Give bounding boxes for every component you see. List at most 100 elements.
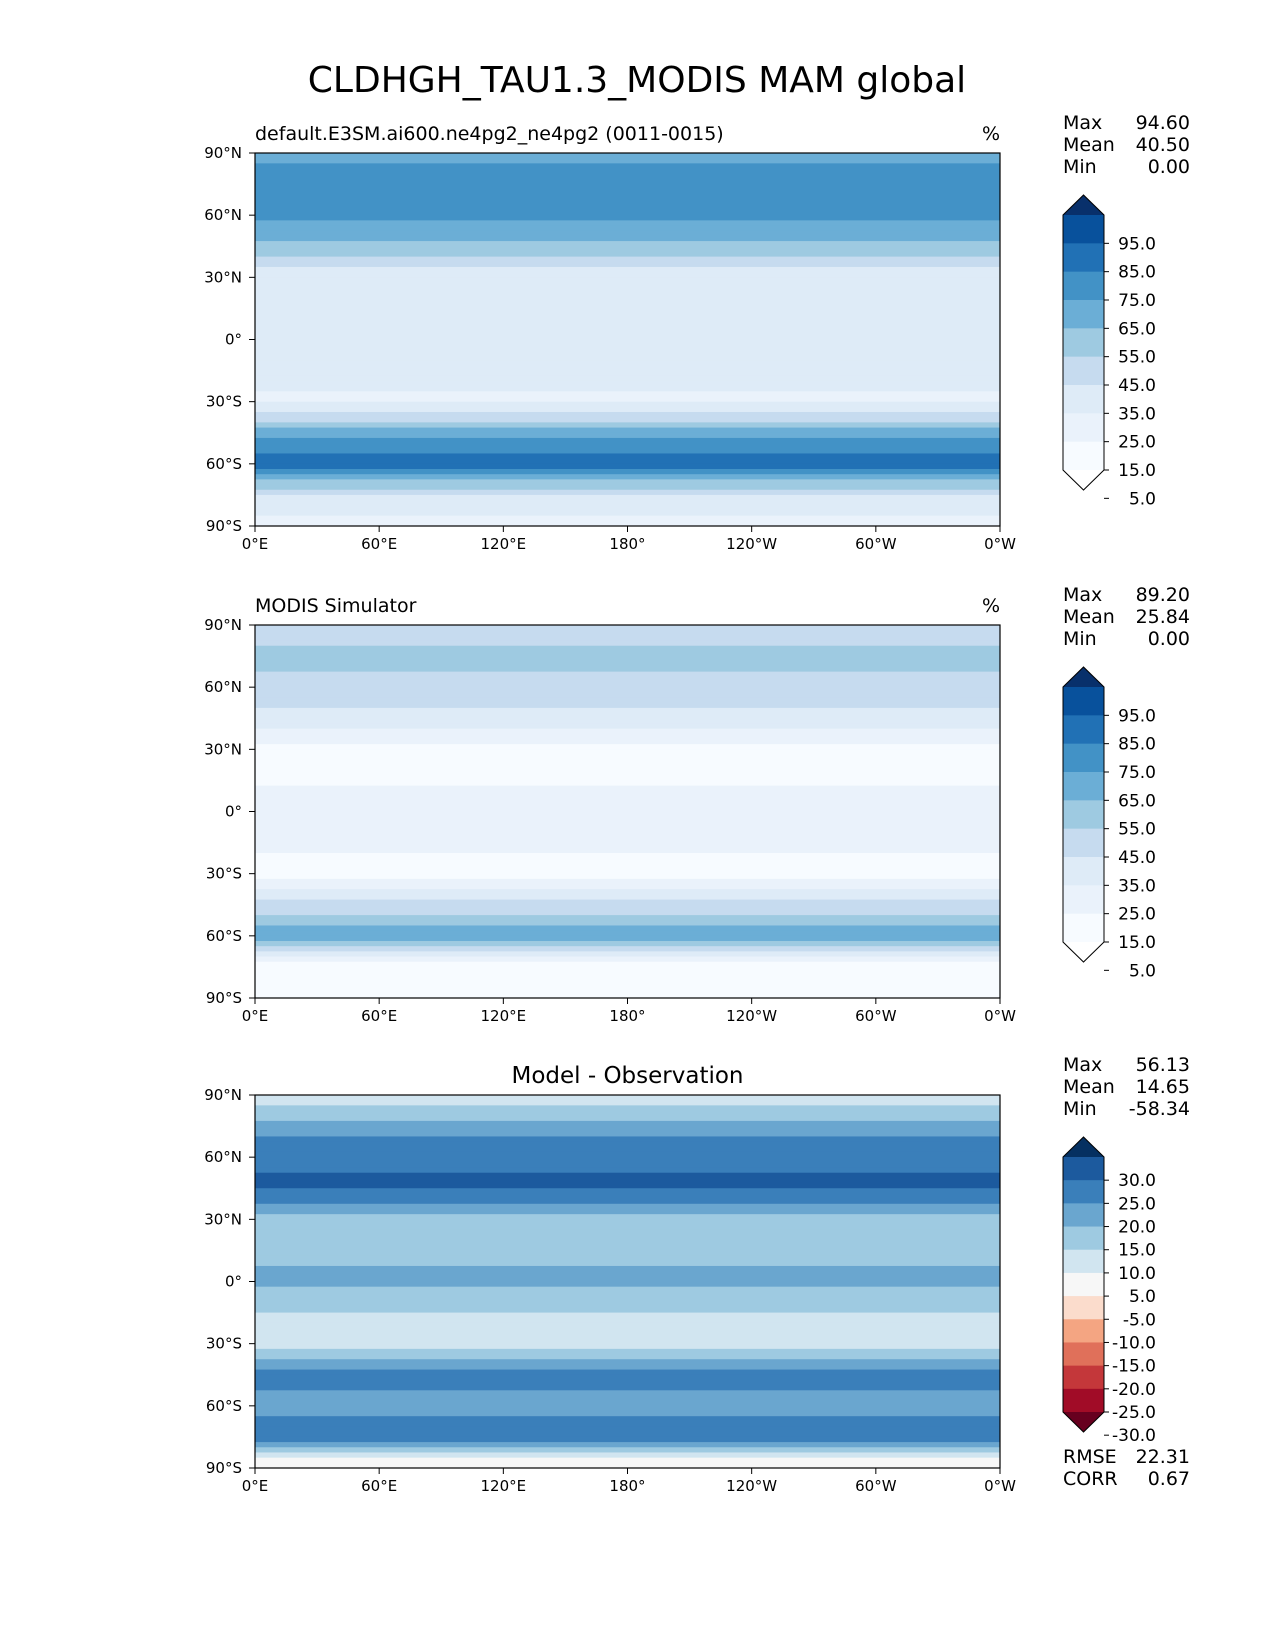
colorbar-segment [1063, 413, 1104, 443]
y-tick-label: 30°S [206, 865, 242, 883]
zonal-band [255, 1240, 1000, 1246]
zonal-band [255, 764, 1000, 771]
zonal-band [255, 687, 1000, 693]
colorbar-segment [1063, 356, 1104, 386]
x-tick-label: 180° [609, 1007, 645, 1025]
colorbar-label: -30.0 [1112, 1426, 1156, 1446]
colorbar-segment [1063, 215, 1104, 244]
zonal-band [255, 417, 1000, 423]
zonal-band [255, 915, 1000, 921]
zonal-band [255, 1338, 1000, 1345]
x-tick-label: 0°E [242, 1007, 269, 1025]
colorbar-label: 65.0 [1118, 319, 1156, 339]
colorbar-segment [1063, 271, 1104, 301]
zonal-band [255, 437, 1000, 444]
zonal-band [255, 215, 1000, 221]
zonal-band [255, 246, 1000, 253]
zonal-band [255, 1385, 1000, 1391]
zonal-band [255, 1322, 1000, 1329]
colorbar-segment [1063, 385, 1104, 414]
zonal-band [255, 707, 1000, 714]
zonal-band [255, 785, 1000, 792]
x-tick-label: 120°W [726, 1007, 777, 1025]
x-tick-label: 180° [609, 1477, 645, 1495]
zonal-band [255, 458, 1000, 465]
colorbar-label: 35.0 [1118, 876, 1156, 896]
zonal-band [255, 1245, 1000, 1252]
zonal-band [255, 1354, 1000, 1360]
zonal-band [255, 204, 1000, 211]
zonal-band [255, 987, 1000, 994]
stat-value: 25.84 [1136, 606, 1190, 628]
zonal-band [255, 401, 1000, 408]
zonal-band [255, 339, 1000, 346]
stat-label: Mean [1063, 606, 1115, 628]
zonal-band [255, 396, 1000, 403]
colorbar-label: 25.0 [1118, 905, 1156, 925]
colorbar-label: 85.0 [1118, 263, 1156, 283]
zonal-band [255, 676, 1000, 683]
zonal-band [255, 225, 1000, 232]
zonal-band [255, 1100, 1000, 1106]
stat-label: Mean [1063, 134, 1115, 156]
colorbar-label: 15.0 [1118, 933, 1156, 953]
zonal-band [255, 256, 1000, 263]
zonal-band [255, 189, 1000, 196]
zonal-band [255, 427, 1000, 434]
zonal-band [255, 251, 1000, 258]
zonal-band [255, 370, 1000, 377]
zonal-band [255, 1115, 1000, 1122]
stat-value: 0.00 [1148, 156, 1190, 178]
zonal-band [255, 1462, 1000, 1469]
zonal-band [255, 1229, 1000, 1236]
zonal-band [255, 199, 1000, 206]
colorbar-label: 35.0 [1118, 404, 1156, 424]
zonal-band [255, 412, 1000, 418]
stat-label: Min [1063, 628, 1097, 650]
zonal-band [255, 1343, 1000, 1350]
zonal-band [255, 956, 1000, 963]
zonal-band [255, 692, 1000, 699]
zonal-band [255, 1302, 1000, 1309]
colorbar-segment [1063, 1365, 1104, 1390]
zonal-band [255, 266, 1000, 273]
zonal-band [255, 733, 1000, 740]
stat-label: Mean [1063, 1076, 1115, 1098]
colorbar-extend-max [1063, 195, 1104, 215]
colorbar-label: -10.0 [1112, 1333, 1156, 1353]
zonal-band [255, 1421, 1000, 1428]
colorbar-segment [1063, 687, 1104, 716]
zonal-band [255, 1457, 1000, 1464]
stat-value: 56.13 [1136, 1054, 1190, 1076]
colorbar-label: 45.0 [1118, 376, 1156, 396]
zonal-band [255, 661, 1000, 668]
y-tick-label: 30°N [204, 740, 242, 758]
colorbar-label: 55.0 [1118, 820, 1156, 840]
y-tick-label: 0° [225, 331, 242, 349]
colorbar-segment [1063, 1388, 1104, 1413]
zonal-band [255, 816, 1000, 823]
zonal-band [255, 298, 1000, 304]
zonal-band [255, 884, 1000, 890]
zonal-band [255, 878, 1000, 885]
colorbar-label: -15.0 [1112, 1357, 1156, 1377]
zonal-band [255, 505, 1000, 512]
colorbar: 30.0 25.0 20.0 15.0 10.0 5.0 -5.0 -10.0 -15.0 -20… [1062, 1136, 1156, 1446]
colorbar-extend-max [1063, 667, 1104, 687]
y-tick-label: 60°S [206, 1397, 242, 1415]
zonal-band [255, 287, 1000, 294]
zonal-band [255, 1172, 1000, 1179]
colorbar-label: 15.0 [1118, 461, 1156, 481]
zonal-band [255, 899, 1000, 906]
zonal-band [255, 1312, 1000, 1319]
zonal-band [255, 749, 1000, 756]
zonal-band [255, 977, 1000, 984]
zonal-band [255, 303, 1000, 310]
panel-reference: MODIS Simulator % 0°E 60°E 120°E 180° 120°W 60°… [204, 584, 1190, 1025]
zonal-band [255, 209, 1000, 216]
y-tick-label: 90°S [206, 989, 242, 1007]
stat-value: 0.00 [1148, 628, 1190, 650]
panel-units: % [982, 123, 1000, 145]
map-field [255, 1095, 1000, 1469]
zonal-band [255, 837, 1000, 844]
